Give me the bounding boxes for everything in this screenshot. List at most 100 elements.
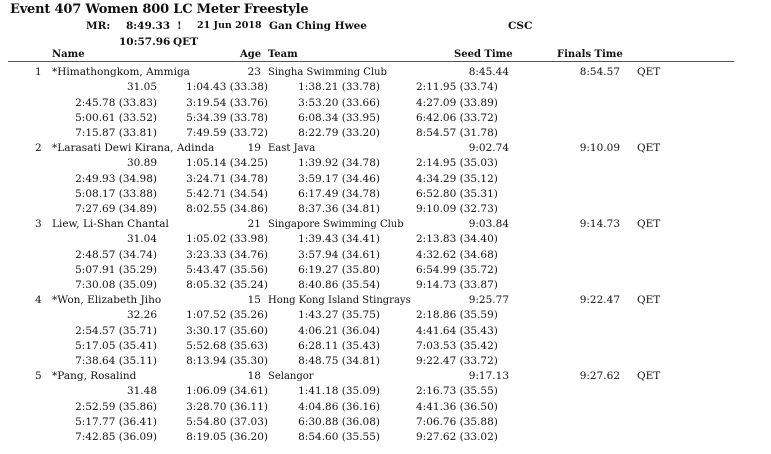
finals-time: 9:14.73 bbox=[579, 218, 620, 230]
swimmer-name: *Pang, Rosalind bbox=[52, 370, 137, 382]
split-time: 2:54.57 (35.71) bbox=[75, 324, 157, 337]
split-time: 9:14.73 (33.87) bbox=[416, 279, 498, 292]
record-time: 8:49.33 bbox=[126, 20, 171, 32]
split-time: 2:49.93 (34.98) bbox=[75, 172, 157, 185]
qualifying-code: QET bbox=[173, 36, 198, 48]
split-time: 6:17.49 (34.78) bbox=[298, 187, 380, 200]
team-name: East Java bbox=[268, 142, 316, 154]
split-time: 8:02.55 (34.86) bbox=[186, 203, 268, 216]
team-name: Selangor bbox=[268, 370, 314, 382]
seed-time: 8:45.44 bbox=[468, 66, 509, 78]
record-team: CSC bbox=[508, 20, 533, 32]
split-time: 3:23.33 (34.76) bbox=[186, 248, 268, 261]
split-time: 7:38.64 (35.11) bbox=[75, 355, 157, 368]
swimmer-name: *Won, Elizabeth Jiho bbox=[52, 294, 162, 306]
split-time: 6:28.11 (35.43) bbox=[298, 339, 380, 352]
split-time: 7:42.85 (36.09) bbox=[75, 431, 157, 444]
split-time: 5:43.47 (35.56) bbox=[186, 263, 268, 276]
place: 4 bbox=[35, 294, 42, 306]
split-time: 1:07.52 (35.26) bbox=[186, 309, 268, 322]
split-time: 5:17.05 (35.41) bbox=[75, 339, 157, 352]
column-header-finals-time: Finals Time bbox=[557, 49, 623, 60]
split-time: 4:27.09 (33.89) bbox=[416, 96, 498, 109]
split-time: 4:34.29 (35.12) bbox=[416, 172, 498, 185]
age: 18 bbox=[247, 370, 261, 382]
split-time: 1:43.27 (35.75) bbox=[298, 309, 380, 322]
qualifier-code: QET bbox=[637, 66, 661, 78]
split-time: 4:04.86 (36.16) bbox=[298, 400, 380, 413]
split-time: 1:38.21 (33.78) bbox=[298, 81, 380, 94]
split-time: 31.04 bbox=[126, 233, 157, 246]
age: 21 bbox=[247, 218, 261, 230]
column-header-name: Name bbox=[52, 49, 85, 60]
age: 15 bbox=[247, 294, 261, 306]
split-time: 1:41.18 (35.09) bbox=[298, 385, 380, 398]
split-time: 8:54.57 (31.78) bbox=[416, 127, 498, 140]
column-header-team: Team bbox=[268, 49, 298, 60]
split-time: 8:40.86 (35.54) bbox=[298, 279, 380, 292]
qualifier-code: QET bbox=[637, 142, 661, 154]
team-name: Hong Kong Island Stingrays bbox=[268, 294, 411, 306]
split-time: 31.48 bbox=[126, 385, 157, 398]
team-name: Singapore Swimming Club bbox=[268, 218, 404, 230]
split-time: 3:19.54 (33.76) bbox=[186, 96, 268, 109]
finals-time: 9:27.62 bbox=[579, 370, 620, 382]
split-time: 6:08.34 (33.95) bbox=[298, 111, 380, 124]
record-label: MR: bbox=[86, 20, 111, 32]
split-time: 5:54.80 (37.03) bbox=[186, 415, 268, 428]
split-time: 4:41.36 (36.50) bbox=[416, 400, 498, 413]
swimmer-name: *Larasati Dewi Kirana, Adinda bbox=[52, 142, 215, 154]
place: 1 bbox=[35, 66, 42, 78]
split-time: 5:17.77 (36.41) bbox=[75, 415, 157, 428]
split-time: 1:39.92 (34.78) bbox=[298, 157, 380, 170]
split-time: 5:42.71 (34.54) bbox=[186, 187, 268, 200]
split-time: 6:30.88 (36.08) bbox=[298, 415, 380, 428]
split-time: 4:06.21 (36.04) bbox=[298, 324, 380, 337]
split-time: 3:59.17 (34.46) bbox=[298, 172, 380, 185]
split-time: 4:41.64 (35.43) bbox=[416, 324, 498, 337]
split-time: 32.26 bbox=[126, 309, 157, 322]
split-time: 1:05.14 (34.25) bbox=[186, 157, 268, 170]
split-time: 8:19.05 (36.20) bbox=[186, 431, 268, 444]
split-time: 8:48.75 (34.81) bbox=[298, 355, 380, 368]
qualifier-code: QET bbox=[637, 218, 661, 230]
split-time: 2:45.78 (33.83) bbox=[75, 96, 157, 109]
split-time: 7:49.59 (33.72) bbox=[186, 127, 268, 140]
split-time: 2:52.59 (35.86) bbox=[75, 400, 157, 413]
swimmer-name: *Himathongkom, Ammiga bbox=[52, 66, 190, 78]
header-rule bbox=[8, 61, 734, 62]
split-time: 5:07.91 (35.29) bbox=[75, 263, 157, 276]
split-time: 2:18.86 (35.59) bbox=[416, 309, 498, 322]
split-time: 5:08.17 (33.88) bbox=[75, 187, 157, 200]
split-time: 6:19.27 (35.80) bbox=[298, 263, 380, 276]
place: 3 bbox=[35, 218, 42, 230]
split-time: 8:54.60 (35.55) bbox=[298, 431, 380, 444]
split-time: 6:54.99 (35.72) bbox=[416, 263, 498, 276]
record-holder: Gan Ching Hwee bbox=[269, 20, 367, 32]
split-time: 5:00.61 (33.52) bbox=[75, 111, 157, 124]
qualifying-time: 10:57.96 bbox=[119, 36, 171, 48]
split-time: 2:16.73 (35.55) bbox=[416, 385, 498, 398]
split-time: 2:14.95 (35.03) bbox=[416, 157, 498, 170]
place: 2 bbox=[35, 142, 42, 154]
split-time: 3:57.94 (34.61) bbox=[298, 248, 380, 261]
split-time: 8:22.79 (33.20) bbox=[298, 127, 380, 140]
finals-time: 9:10.09 bbox=[579, 142, 620, 154]
column-header-seed-time: Seed Time bbox=[454, 49, 513, 60]
team-name: Singha Swimming Club bbox=[268, 66, 387, 78]
split-time: 3:53.20 (33.66) bbox=[298, 96, 380, 109]
seed-time: 9:17.13 bbox=[468, 370, 509, 382]
column-header-age: Age bbox=[240, 49, 262, 60]
split-time: 7:15.87 (33.81) bbox=[75, 127, 157, 140]
age: 19 bbox=[247, 142, 261, 154]
place: 5 bbox=[35, 370, 42, 382]
split-time: 1:06.09 (34.61) bbox=[186, 385, 268, 398]
split-time: 3:30.17 (35.60) bbox=[186, 324, 268, 337]
split-time: 6:42.06 (33.72) bbox=[416, 111, 498, 124]
split-time: 9:22.47 (33.72) bbox=[416, 355, 498, 368]
split-time: 8:37.36 (34.81) bbox=[298, 203, 380, 216]
split-time: 7:27.69 (34.89) bbox=[75, 203, 157, 216]
finals-time: 9:22.47 bbox=[579, 294, 620, 306]
split-time: 1:39.43 (34.41) bbox=[298, 233, 380, 246]
finals-time: 8:54.57 bbox=[579, 66, 620, 78]
